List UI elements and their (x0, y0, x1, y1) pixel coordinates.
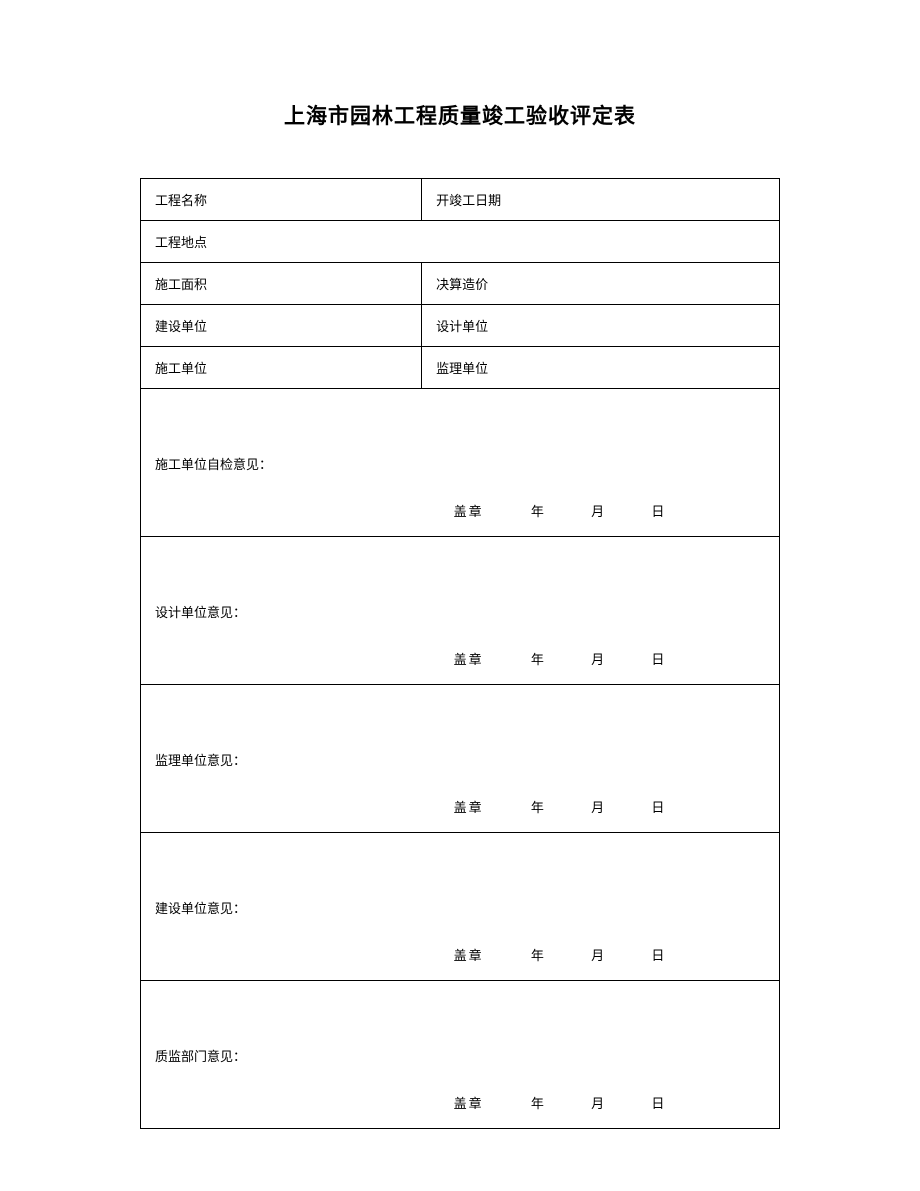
opinion-label: 建设单位意见： (155, 898, 765, 917)
row-quality-supervision-opinion: 质监部门意见： 盖章 年 月 日 (141, 981, 780, 1129)
row-build-design-unit: 建设单位 设计单位 (141, 305, 780, 347)
day-label: 日 (651, 797, 666, 816)
month-label: 月 (591, 1093, 606, 1112)
day-label: 日 (651, 501, 666, 520)
construct-unit-label: 施工单位 (141, 347, 422, 389)
construct-self-inspection-opinion: 施工单位自检意见： 盖章 年 月 日 (141, 389, 780, 537)
day-label: 日 (651, 649, 666, 668)
project-location-label: 工程地点 (141, 221, 780, 263)
project-name-label: 工程名称 (141, 179, 422, 221)
seal-label: 盖章 (454, 797, 484, 816)
row-build-opinion: 建设单位意见： 盖章 年 月 日 (141, 833, 780, 981)
seal-label: 盖章 (454, 1093, 484, 1112)
build-unit-opinion: 建设单位意见： 盖章 年 月 日 (141, 833, 780, 981)
stamp-date-line: 盖章 年 月 日 (141, 1093, 779, 1112)
stamp-date-line: 盖章 年 月 日 (141, 649, 779, 668)
month-label: 月 (591, 649, 606, 668)
day-label: 日 (651, 1093, 666, 1112)
evaluation-form-table: 工程名称 开竣工日期 工程地点 施工面积 决算造价 建设单位 设计单位 施工单位… (140, 178, 780, 1129)
year-label: 年 (531, 1093, 546, 1112)
row-location: 工程地点 (141, 221, 780, 263)
design-unit-label: 设计单位 (422, 305, 780, 347)
opinion-label: 施工单位自检意见： (155, 454, 765, 473)
form-title: 上海市园林工程质量竣工验收评定表 (140, 100, 780, 130)
month-label: 月 (591, 797, 606, 816)
stamp-date-line: 盖章 年 月 日 (141, 797, 779, 816)
seal-label: 盖章 (454, 945, 484, 964)
seal-label: 盖章 (454, 501, 484, 520)
year-label: 年 (531, 649, 546, 668)
start-end-date-label: 开竣工日期 (422, 179, 780, 221)
row-area-cost: 施工面积 决算造价 (141, 263, 780, 305)
build-unit-label: 建设单位 (141, 305, 422, 347)
row-construct-supervise-unit: 施工单位 监理单位 (141, 347, 780, 389)
day-label: 日 (651, 945, 666, 964)
seal-label: 盖章 (454, 649, 484, 668)
stamp-date-line: 盖章 年 月 日 (141, 501, 779, 520)
supervise-unit-label: 监理单位 (422, 347, 780, 389)
final-cost-label: 决算造价 (422, 263, 780, 305)
row-project-name-date: 工程名称 开竣工日期 (141, 179, 780, 221)
construction-area-label: 施工面积 (141, 263, 422, 305)
month-label: 月 (591, 501, 606, 520)
quality-supervision-opinion: 质监部门意见： 盖章 年 月 日 (141, 981, 780, 1129)
year-label: 年 (531, 501, 546, 520)
opinion-label: 质监部门意见： (155, 1046, 765, 1065)
row-design-opinion: 设计单位意见： 盖章 年 月 日 (141, 537, 780, 685)
stamp-date-line: 盖章 年 月 日 (141, 945, 779, 964)
opinion-label: 监理单位意见： (155, 750, 765, 769)
month-label: 月 (591, 945, 606, 964)
row-construct-opinion: 施工单位自检意见： 盖章 年 月 日 (141, 389, 780, 537)
year-label: 年 (531, 797, 546, 816)
design-unit-opinion: 设计单位意见： 盖章 年 月 日 (141, 537, 780, 685)
year-label: 年 (531, 945, 546, 964)
opinion-label: 设计单位意见： (155, 602, 765, 621)
supervise-unit-opinion: 监理单位意见： 盖章 年 月 日 (141, 685, 780, 833)
page-container: 上海市园林工程质量竣工验收评定表 工程名称 开竣工日期 工程地点 施工面积 决算… (0, 0, 920, 1129)
row-supervise-opinion: 监理单位意见： 盖章 年 月 日 (141, 685, 780, 833)
